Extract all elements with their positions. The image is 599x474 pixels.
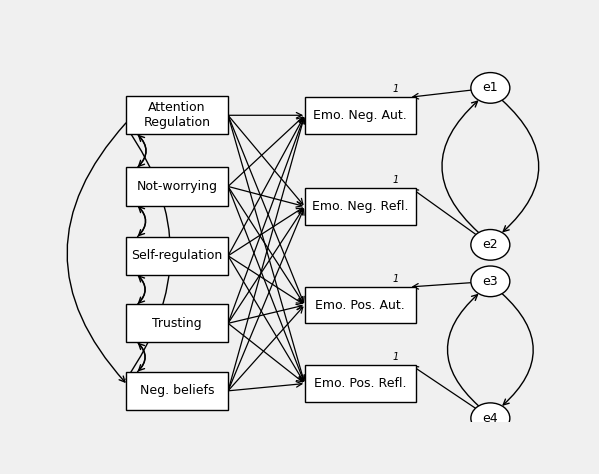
Text: 1: 1 — [392, 84, 398, 94]
Text: 1: 1 — [392, 274, 398, 284]
FancyBboxPatch shape — [305, 365, 416, 402]
Text: e1: e1 — [483, 82, 498, 94]
Text: Emo. Pos. Refl.: Emo. Pos. Refl. — [314, 377, 407, 390]
FancyBboxPatch shape — [305, 188, 416, 225]
FancyBboxPatch shape — [305, 287, 416, 323]
Circle shape — [471, 266, 510, 297]
Text: Trusting: Trusting — [152, 317, 202, 330]
Text: e4: e4 — [483, 412, 498, 425]
Text: 1: 1 — [392, 175, 398, 185]
Text: Emo. Neg. Refl.: Emo. Neg. Refl. — [312, 200, 409, 213]
Text: Attention
Regulation: Attention Regulation — [144, 101, 210, 129]
FancyBboxPatch shape — [126, 167, 228, 206]
FancyBboxPatch shape — [126, 96, 228, 135]
Text: Neg. beliefs: Neg. beliefs — [140, 384, 214, 397]
Circle shape — [471, 73, 510, 103]
FancyBboxPatch shape — [126, 372, 228, 410]
Text: 1: 1 — [392, 352, 398, 362]
Text: e2: e2 — [483, 238, 498, 251]
FancyBboxPatch shape — [126, 304, 228, 343]
FancyBboxPatch shape — [305, 97, 416, 134]
Text: Self-regulation: Self-regulation — [131, 249, 223, 262]
Circle shape — [471, 403, 510, 434]
Text: Emo. Neg. Aut.: Emo. Neg. Aut. — [313, 109, 407, 122]
Circle shape — [471, 229, 510, 260]
Text: Not-worrying: Not-worrying — [137, 180, 217, 193]
FancyBboxPatch shape — [126, 237, 228, 275]
Text: e3: e3 — [483, 275, 498, 288]
Text: Emo. Pos. Aut.: Emo. Pos. Aut. — [316, 299, 406, 311]
